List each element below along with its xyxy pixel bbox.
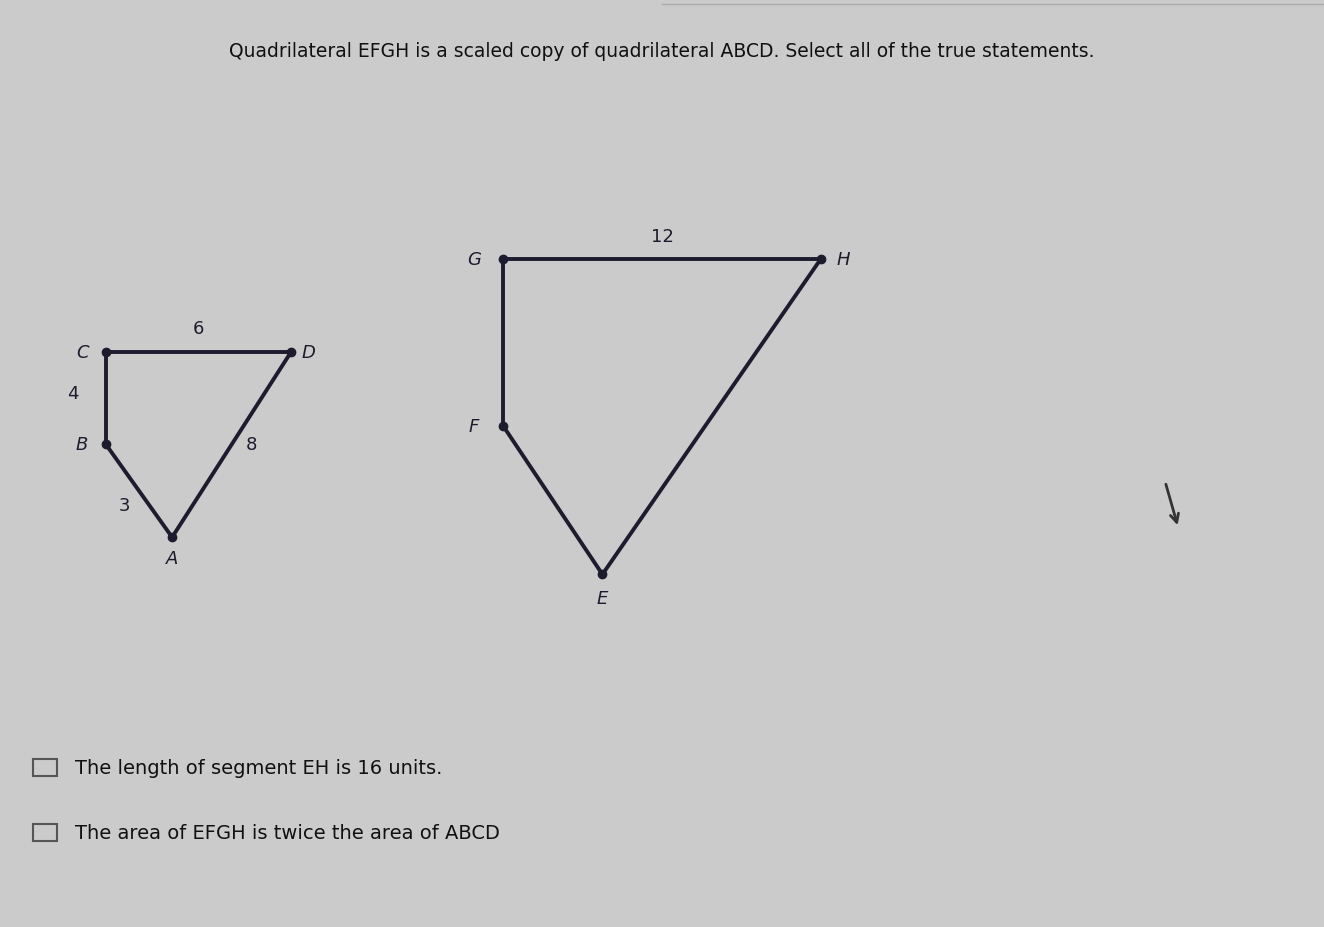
Bar <box>33 759 57 776</box>
Text: The length of segment EH is 16 units.: The length of segment EH is 16 units. <box>75 758 442 777</box>
Text: B: B <box>75 436 89 454</box>
Text: Quadrilateral EFGH is a scaled copy of quadrilateral ABCD. Select all of the tru: Quadrilateral EFGH is a scaled copy of q… <box>229 42 1095 60</box>
Text: F: F <box>469 417 479 436</box>
Text: H: H <box>837 250 850 269</box>
Text: 12: 12 <box>650 227 674 246</box>
Text: 6: 6 <box>193 320 204 338</box>
Text: G: G <box>467 250 481 269</box>
Text: 3: 3 <box>119 496 130 514</box>
Text: A: A <box>166 549 179 567</box>
Text: E: E <box>597 589 608 607</box>
Text: The area of EFGH is twice the area of ABCD: The area of EFGH is twice the area of AB… <box>75 823 500 842</box>
Text: D: D <box>302 343 315 362</box>
Text: 8: 8 <box>246 436 257 454</box>
Text: C: C <box>75 343 89 362</box>
Text: 4: 4 <box>68 385 78 403</box>
Bar <box>33 824 57 841</box>
